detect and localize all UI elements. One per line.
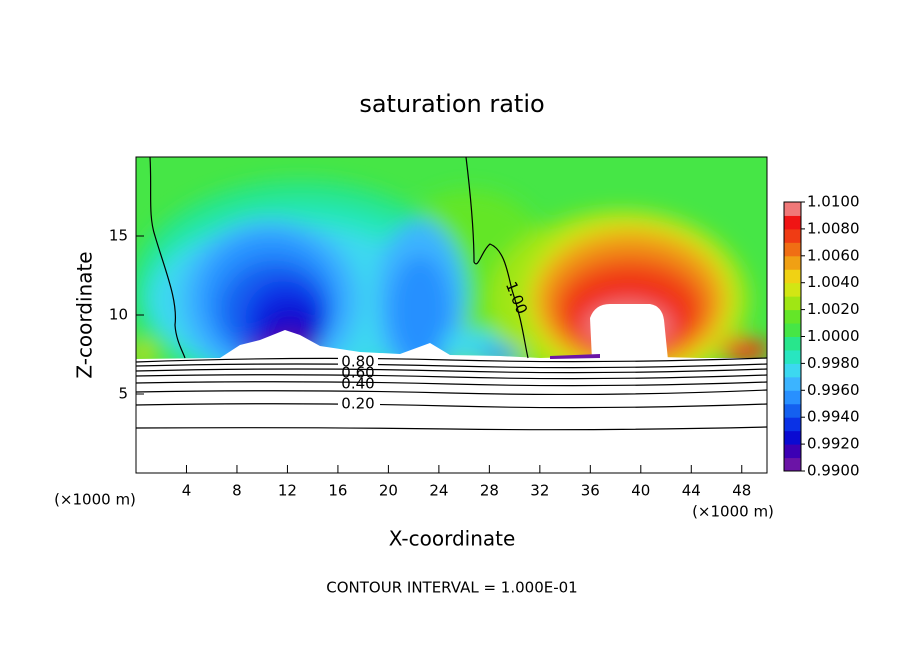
x-tick-label: 48 [732, 482, 751, 500]
colorbar-band [784, 403, 801, 418]
contour-label: 0.40 [341, 375, 374, 393]
x-tick-label: 8 [232, 482, 242, 500]
annotation: CONTOUR INTERVAL = 1.000E-01 [326, 579, 577, 597]
chart-title: saturation ratio [359, 90, 544, 118]
colorbar-band [784, 457, 801, 472]
colorbar-band [784, 269, 801, 284]
colorbar-band [784, 255, 801, 270]
y-tick-label: 15 [109, 227, 128, 245]
y-unit-label: (×1000 m) [54, 491, 136, 509]
colorbar-tick-label: 1.0100 [807, 193, 860, 211]
colorbar-band [784, 215, 801, 230]
x-tick-label: 32 [530, 482, 549, 500]
colorbar-band [784, 309, 801, 324]
field-white [550, 354, 600, 359]
colorbar-tick-label: 1.0080 [807, 219, 860, 237]
colorbar-tick-label: 0.9980 [807, 354, 860, 372]
x-tick-label: 28 [480, 482, 499, 500]
field-white [136, 330, 767, 473]
colorbar-tick-label: 0.9900 [807, 462, 860, 480]
colorbar-tick-label: 1.0020 [807, 300, 860, 318]
x-tick-label: 12 [278, 482, 297, 500]
x-tick-label: 20 [379, 482, 398, 500]
x-tick-label: 40 [631, 482, 650, 500]
colorbar-band [784, 323, 801, 337]
colorbar-tick-label: 1.0060 [807, 246, 860, 264]
x-axis-label: X-coordinate [389, 527, 516, 551]
contour-lines [136, 157, 767, 431]
colorbar-tick-label: 0.9960 [807, 381, 860, 399]
colorbar-band [784, 444, 801, 459]
colorbar-band [784, 390, 801, 405]
field [136, 157, 767, 473]
colorbar-band [784, 417, 801, 432]
contour-label: 0.80 [341, 353, 374, 371]
colorbar-tick-label: 0.9940 [807, 408, 860, 426]
x-tick-label: 4 [182, 482, 192, 500]
colorbar-band [784, 296, 801, 311]
colorbar-tick-label: 1.0040 [807, 273, 860, 291]
contour-label: 0.60 [341, 364, 374, 382]
contour-label: 0.20 [341, 395, 374, 413]
colorbar-band [784, 349, 801, 364]
colorbar-band [784, 376, 801, 391]
colorbar-band [784, 242, 801, 257]
field-region [720, 338, 767, 362]
colorbar-band [784, 363, 801, 378]
x-tick-label: 44 [682, 482, 701, 500]
colorbar-band [784, 430, 801, 445]
y-tick-label: 5 [118, 385, 128, 403]
field-white [590, 304, 668, 360]
colorbar-band [784, 228, 801, 243]
colorbar-band [784, 202, 801, 216]
y-tick-label: 10 [109, 306, 128, 324]
label-bg [338, 356, 378, 366]
colorbar-band [784, 282, 801, 297]
y-axis-label: Z-coordinate [73, 251, 97, 378]
colorbar-tick-label: 0.9920 [807, 435, 860, 453]
colorbar-tick-label: 1.0000 [807, 327, 860, 345]
field-region [390, 255, 450, 365]
x-tick-label: 24 [429, 482, 448, 500]
label-bg [338, 397, 380, 411]
x-unit-label: (×1000 m) [692, 503, 774, 521]
colorbar-band [784, 336, 801, 351]
x-tick-label: 36 [581, 482, 600, 500]
x-tick-label: 16 [328, 482, 347, 500]
